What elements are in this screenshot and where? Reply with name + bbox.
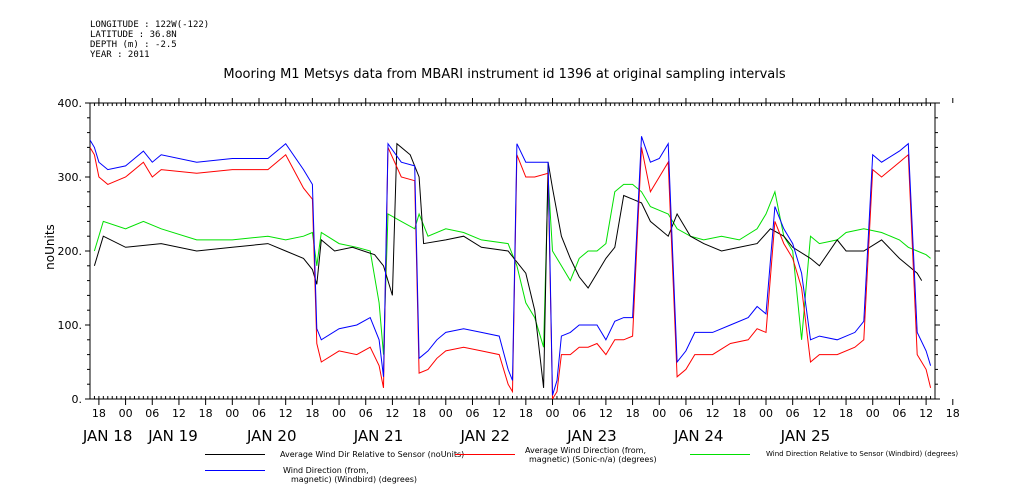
meta-depth: DEPTH (m) : -2.5 — [90, 40, 177, 50]
x-hour-label: 12 — [919, 407, 933, 420]
x-hour-label: 00 — [439, 407, 453, 420]
legend-label-red-2: magnetic) (Sonic-n/a) (degrees) — [529, 455, 657, 464]
series-average-wind-direction — [90, 147, 932, 399]
x-hour-label: 00 — [225, 407, 239, 420]
x-hour-label: 06 — [572, 407, 586, 420]
x-hour-label: 00 — [332, 407, 346, 420]
series-relative-wind-dir — [93, 142, 923, 388]
x-hour-label: 18 — [732, 407, 746, 420]
y-tick-label: 300. — [58, 171, 83, 184]
x-hour-label: 06 — [786, 407, 800, 420]
y-tick-label: 0. — [72, 393, 83, 406]
series-windbird-direction — [90, 136, 932, 396]
series-windbird-relative — [93, 176, 931, 355]
legend-label-blue-2: magnetic) (Windbird) (degrees) — [291, 475, 418, 484]
x-day-label: JAN 22 — [459, 427, 510, 445]
x-hour-label: 00 — [546, 407, 560, 420]
x-hour-label: 18 — [839, 407, 853, 420]
x-day-label: JAN 21 — [353, 427, 404, 445]
legend-label-green: Wind Direction Relative to Sensor (Windb… — [766, 450, 959, 458]
legend-label-blue-1: Wind Direction (from, — [283, 466, 369, 475]
x-hour-label: 12 — [385, 407, 399, 420]
x-day-label: JAN 25 — [780, 427, 831, 445]
x-hour-label: 06 — [359, 407, 373, 420]
y-tick-label: 200. — [58, 245, 83, 258]
x-hour-label: 18 — [199, 407, 213, 420]
legend-swatch-red — [455, 454, 515, 455]
x-hour-label: 12 — [172, 407, 186, 420]
x-hour-label: 18 — [626, 407, 640, 420]
x-hour-label: 18 — [946, 407, 960, 420]
legend-label-black: Average Wind Dir Relative to Sensor (noU… — [280, 450, 465, 459]
y-tick-label: 100. — [58, 319, 83, 332]
chart-title: Mooring M1 Metsys data from MBARI instru… — [223, 67, 786, 82]
x-hour-label: 18 — [305, 407, 319, 420]
x-hour-label: 06 — [892, 407, 906, 420]
x-hour-label: 12 — [812, 407, 826, 420]
x-hour-label: 06 — [145, 407, 159, 420]
x-hour-label: 00 — [866, 407, 880, 420]
meta-latitude: LATITUDE : 36.8N — [90, 30, 177, 40]
x-day-label: JAN 19 — [147, 427, 198, 445]
legend-label-red-1: Average Wind Direction (from, — [525, 446, 647, 455]
x-hour-label: 12 — [706, 407, 720, 420]
x-day-label: JAN 24 — [673, 427, 724, 445]
x-hour-label: 12 — [492, 407, 506, 420]
x-hour-label: 12 — [599, 407, 613, 420]
x-hour-label: 18 — [92, 407, 106, 420]
legend-swatch-black — [205, 454, 265, 455]
x-hour-label: 00 — [652, 407, 666, 420]
x-hour-label: 12 — [279, 407, 293, 420]
x-hour-label: 00 — [759, 407, 773, 420]
x-hour-label: 18 — [412, 407, 426, 420]
x-hour-label: 06 — [252, 407, 266, 420]
x-hour-label: 06 — [679, 407, 693, 420]
location-metadata: LONGITUDE : 122W(-122) LATITUDE : 36.8N … — [90, 20, 209, 60]
x-day-label: JAN 20 — [246, 427, 297, 445]
x-hour-label: 06 — [465, 407, 479, 420]
legend-swatch-green — [690, 454, 750, 455]
meta-longitude: LONGITUDE : 122W(-122) — [90, 20, 210, 30]
legend-swatch-blue — [205, 470, 265, 471]
meta-year: YEAR : 2011 — [90, 50, 150, 60]
x-hour-label: 00 — [119, 407, 133, 420]
y-tick-label: 400. — [58, 97, 83, 110]
x-day-label: JAN 23 — [566, 427, 617, 445]
x-day-label: JAN 18 — [82, 427, 133, 445]
x-hour-label: 18 — [519, 407, 533, 420]
